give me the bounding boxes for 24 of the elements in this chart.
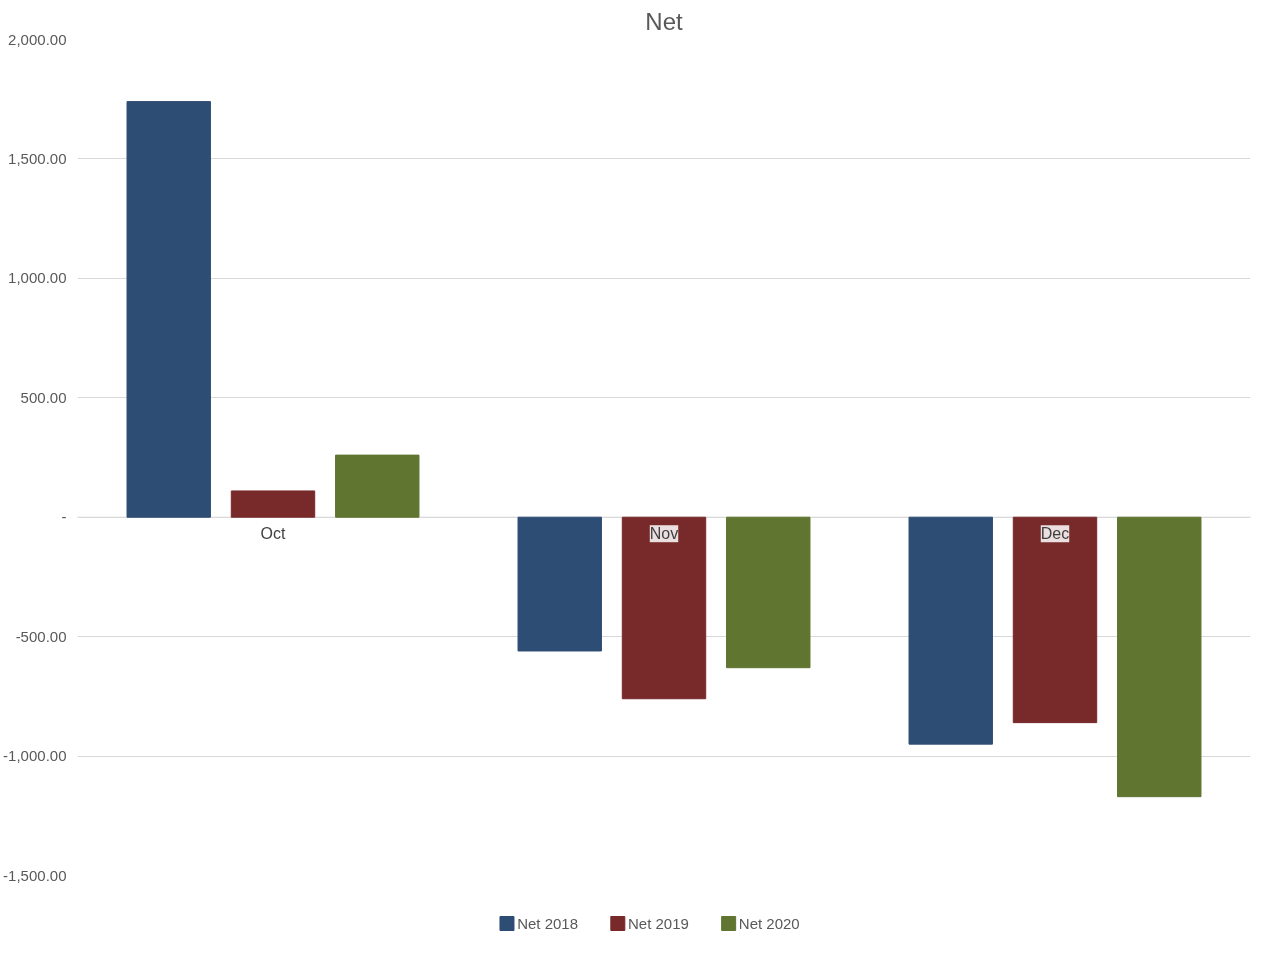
bar [621, 516, 707, 700]
legend-label: Net 2020 [738, 915, 800, 932]
bar [126, 101, 211, 518]
y-tick-label: -1,000.00 [3, 747, 67, 765]
bar [1117, 516, 1202, 798]
y-tick-label: 1,000.00 [8, 269, 67, 287]
y-tick-label: 500.00 [20, 388, 67, 406]
bar [335, 454, 420, 518]
y-tick-label: 1,500.00 [8, 149, 67, 167]
bar [517, 516, 602, 652]
bar [1012, 516, 1098, 724]
y-tick-label: -1,500.00 [3, 866, 67, 884]
bar [230, 490, 316, 518]
x-tick-label: Dec [1040, 525, 1070, 543]
bar [908, 516, 993, 745]
x-tick-label: Nov [649, 525, 679, 543]
chart-title: Net [645, 7, 684, 35]
bar [726, 516, 811, 669]
legend-label: Net 2018 [517, 915, 579, 932]
legend-label: Net 2019 [627, 915, 689, 932]
y-tick-label: 2,000.00 [8, 30, 67, 48]
y-tick-label: -500.00 [15, 627, 67, 645]
x-tick-label: Oct [260, 525, 286, 543]
y-tick-label: - [61, 508, 67, 526]
